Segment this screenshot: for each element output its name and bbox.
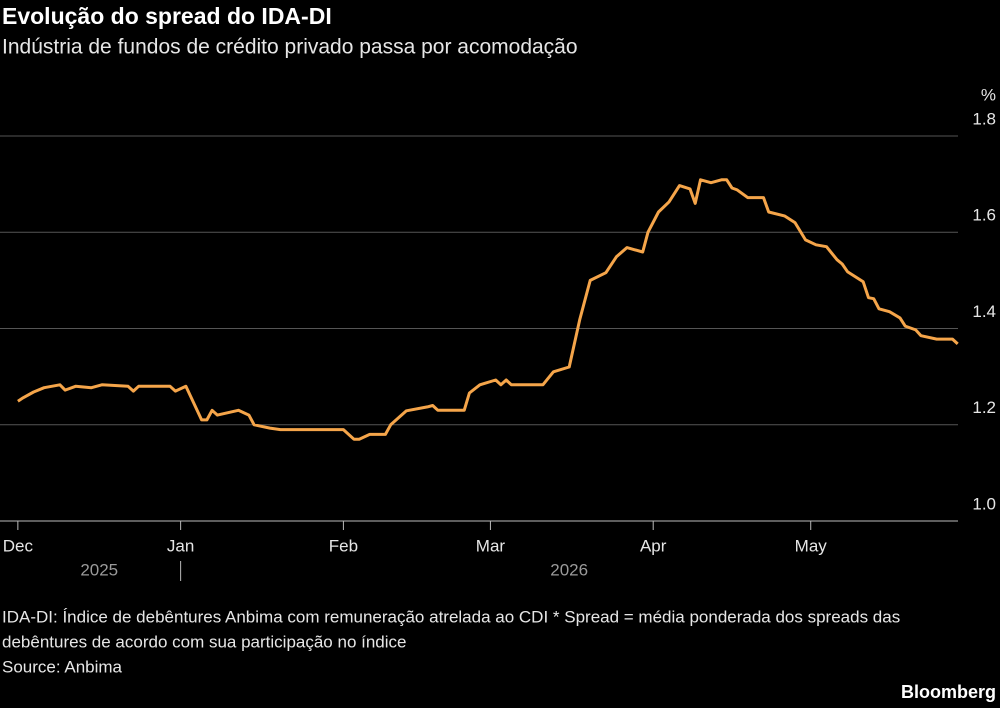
chart-title: Evolução do spread do IDA-DI — [2, 3, 332, 29]
x-tick-label: May — [795, 536, 828, 555]
x-tick-label: Feb — [329, 536, 358, 555]
y-tick-label: 1.8 — [972, 109, 996, 128]
note-line2: debêntures de acordo com sua participaçã… — [2, 632, 406, 651]
x-tick-label: Jan — [167, 536, 194, 555]
year-label: 2025 — [80, 560, 118, 579]
y-tick-label: 1.2 — [972, 398, 996, 417]
x-tick-label: Dec — [3, 536, 34, 555]
y-unit: % — [981, 85, 996, 104]
brand: Bloomberg — [901, 682, 996, 702]
year-label: 2026 — [550, 560, 588, 579]
y-tick-label: 1.4 — [972, 302, 996, 321]
series-line — [17, 178, 959, 441]
y-tick-label: 1.0 — [972, 494, 996, 513]
source: Source: Anbima — [2, 657, 123, 676]
y-tick-label: 1.6 — [972, 206, 996, 225]
x-tick-label: Mar — [476, 536, 506, 555]
note-line1: IDA-DI: Índice de debêntures Anbima com … — [2, 607, 900, 626]
x-tick-label: Apr — [640, 536, 667, 555]
chart-subtitle: Indústria de fundos de crédito privado p… — [2, 36, 578, 59]
